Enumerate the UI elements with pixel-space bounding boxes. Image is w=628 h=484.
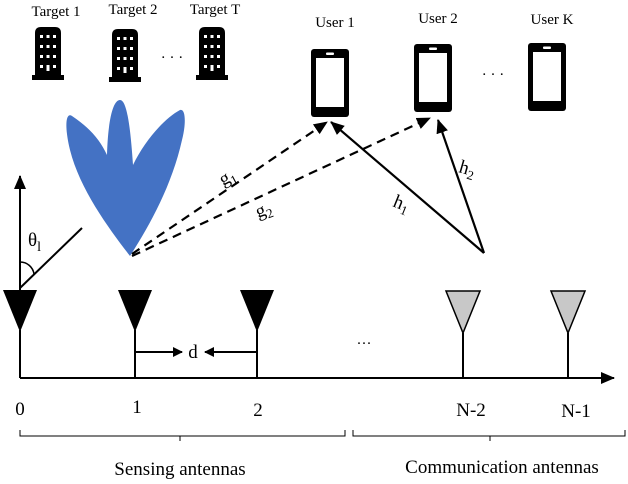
smartphone-icon	[528, 43, 566, 111]
beam-pattern	[66, 100, 185, 256]
antenna-index-n-1: N-1	[561, 401, 591, 422]
channel-h1-line	[330, 121, 485, 254]
sensing-brace	[19, 430, 346, 441]
target-label-t: Target T	[190, 2, 240, 18]
smartphone-icon	[311, 49, 349, 117]
smartphone-icon	[414, 44, 452, 112]
antenna-index-2: 2	[253, 400, 263, 421]
antenna-index-n-2: N-2	[456, 400, 486, 421]
user-label-2: User 2	[418, 11, 458, 27]
user-label-1: User 1	[315, 15, 355, 31]
angle-arc	[19, 261, 35, 275]
antenna-index-1: 1	[132, 397, 142, 418]
user-label-k: User K	[531, 12, 574, 28]
building-icon	[109, 29, 141, 82]
h1-label: h1	[389, 191, 412, 218]
channel-g1-line	[131, 121, 328, 255]
channel-g2-line	[131, 117, 431, 257]
targets-ellipsis: · · ·	[161, 50, 184, 66]
building-icon	[196, 27, 228, 80]
h2-label: h2	[456, 157, 478, 184]
theta-label: θl	[28, 230, 41, 255]
target-label-2: Target 2	[108, 2, 157, 18]
antenna-n-1	[549, 290, 587, 378]
antennas-ellipsis: ···	[357, 336, 372, 352]
g2-label: g2	[253, 197, 276, 224]
communication-antennas-label: Communication antennas	[405, 457, 599, 478]
communication-brace	[352, 430, 626, 441]
sensing-antennas-label: Sensing antennas	[114, 459, 245, 480]
antenna-2	[240, 290, 274, 378]
building-icon	[32, 27, 64, 80]
antenna-index-0: 0	[15, 399, 25, 420]
channel-h2-line	[436, 119, 486, 254]
antenna-0	[3, 290, 37, 378]
antenna-1	[118, 290, 152, 378]
g1-label: g1	[215, 164, 240, 192]
spacing-label: d	[188, 342, 198, 363]
antenna-n-2	[444, 290, 482, 378]
target-label-1: Target 1	[31, 4, 80, 20]
steering-direction-line	[19, 227, 83, 289]
users-ellipsis: · · ·	[482, 67, 505, 83]
